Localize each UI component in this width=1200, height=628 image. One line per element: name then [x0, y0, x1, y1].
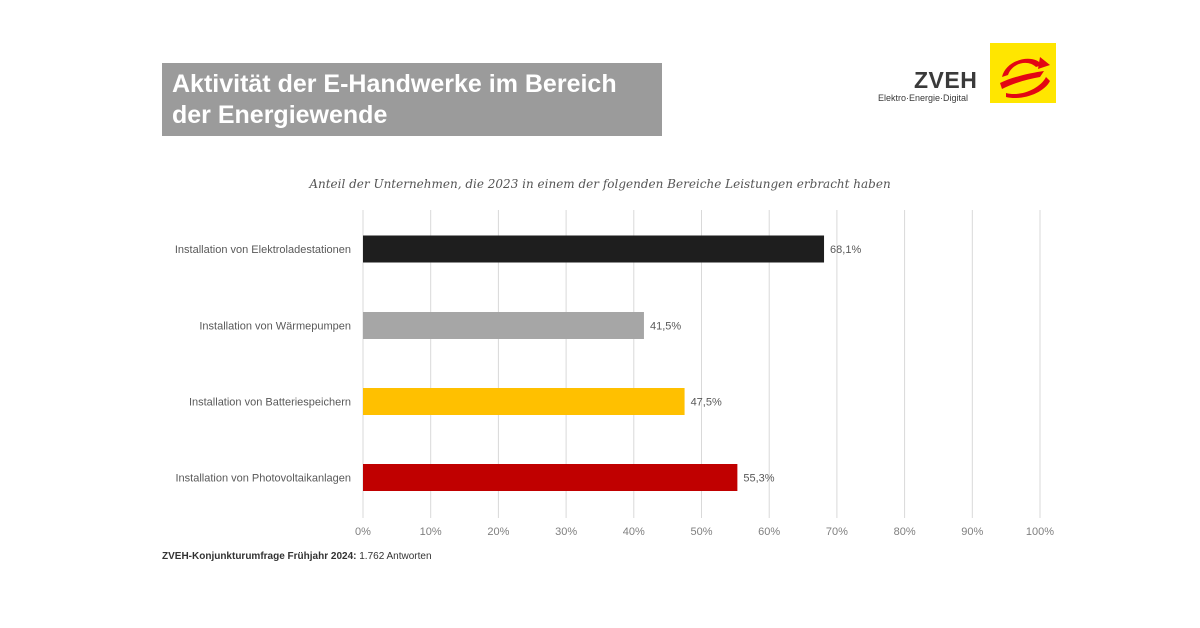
bars	[363, 235, 825, 491]
logo-mark-icon	[990, 43, 1056, 103]
bar	[363, 464, 738, 491]
chart-labels: 0% 10% 20% 30% 40% 50% 60% 70% 80% 90% 100% Install…	[175, 244, 1054, 538]
category-label: Installation von Batteriespeichern	[189, 397, 351, 409]
zveh-logo: ZVEH Elektro·Energie·Digital	[878, 43, 1058, 105]
x-tick-label: 100%	[1026, 526, 1054, 538]
x-tick-label: 80%	[894, 526, 916, 538]
bar	[363, 235, 825, 263]
data-label: 41,5%	[650, 321, 681, 333]
logo-tagline: Elektro·Energie·Digital	[878, 93, 969, 103]
x-tick-label: 10%	[420, 526, 442, 538]
bar	[363, 388, 685, 415]
x-tick-label: 50%	[690, 526, 712, 538]
x-tick-label: 0%	[355, 526, 371, 538]
x-tick-label: 90%	[961, 526, 983, 538]
x-tick-label: 60%	[758, 526, 780, 538]
page-title-line-1: Aktivität der E-Handwerke im Bereich	[172, 70, 617, 98]
data-label: 55,3%	[743, 473, 774, 485]
x-tick-label: 70%	[826, 526, 848, 538]
bar	[363, 312, 644, 339]
data-label: 47,5%	[691, 397, 722, 409]
category-label: Installation von Wärmepumpen	[199, 321, 351, 333]
page-title-line-2: der Energiewende	[172, 101, 388, 129]
x-tick-label: 40%	[623, 526, 645, 538]
category-label: Installation von Elektroladestationen	[175, 244, 351, 256]
logo-name: ZVEH	[914, 67, 978, 93]
title-box: Aktivität der E-Handwerke im Bereich der…	[162, 63, 662, 136]
chart-title: Anteil der Unternehmen, die 2023 in eine…	[309, 177, 891, 191]
category-label: Installation von Photovoltaikanlagen	[175, 473, 351, 485]
x-tick-label: 30%	[555, 526, 577, 538]
source-note: ZVEH-Konjunkturumfrage Frühjahr 2024: 1.…	[162, 551, 432, 562]
x-tick-label: 20%	[487, 526, 509, 538]
source-bold: ZVEH-Konjunkturumfrage Frühjahr 2024:	[162, 551, 357, 562]
source-rest: 1.762 Antworten	[356, 551, 432, 562]
data-label: 68,1%	[830, 244, 861, 256]
